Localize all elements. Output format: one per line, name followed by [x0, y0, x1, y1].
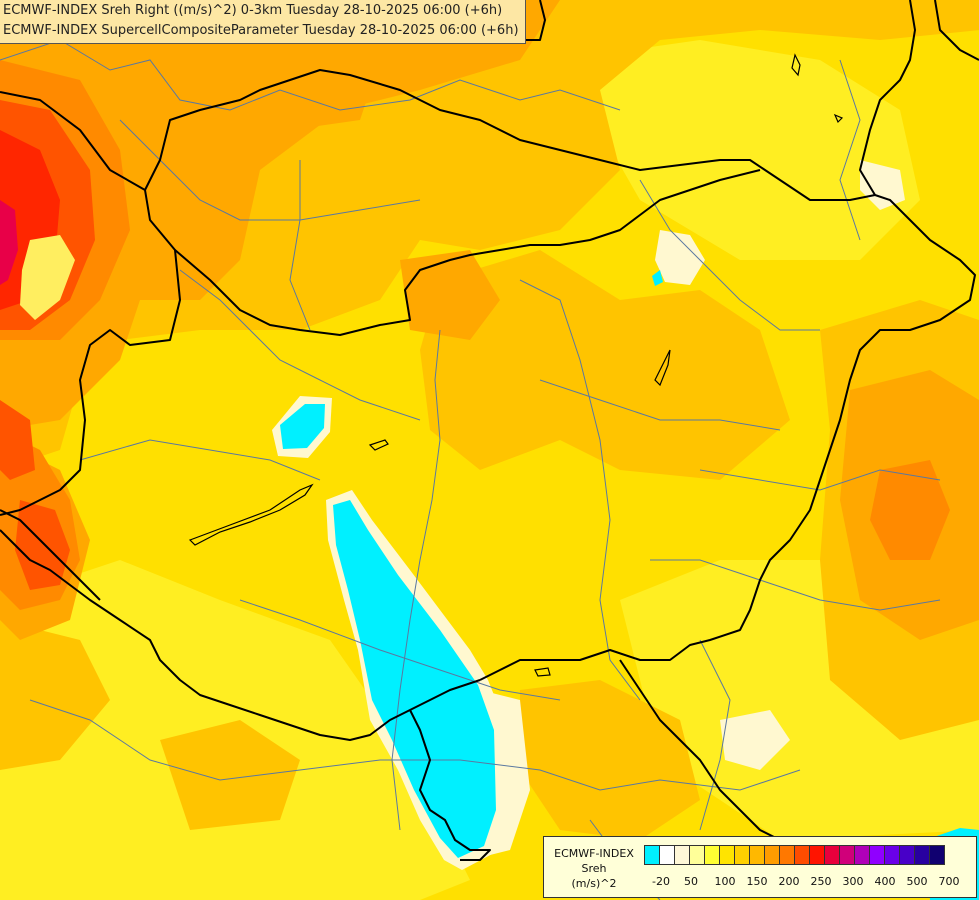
legend-swatch	[914, 845, 930, 865]
legend-swatch	[719, 845, 735, 865]
country-borders	[0, 0, 979, 861]
legend-swatch	[884, 845, 900, 865]
title-line-scp: ECMWF-INDEX SupercellCompositeParameter …	[3, 23, 519, 38]
lake-small-1	[791, 53, 801, 77]
legend-swatch	[869, 845, 885, 865]
color-legend: ECMWF-INDEX Sreh (m/s)^2 -20 50 100 150 200 2…	[543, 836, 977, 898]
field-magenta	[0, 200, 18, 285]
field-red-orange	[15, 500, 70, 590]
border-austria-west	[0, 509, 101, 601]
lake-small-2	[833, 113, 844, 124]
field-pale	[655, 230, 705, 285]
lake-velence	[368, 439, 389, 451]
legend-swatch	[854, 845, 870, 865]
border-south-serbia	[0, 529, 481, 741]
field-cyan	[280, 404, 325, 449]
legend-swatch	[674, 845, 690, 865]
field-orange-deep	[870, 460, 950, 560]
legend-line-variable: Sreh	[581, 862, 607, 875]
border-danube-south	[409, 709, 491, 861]
field-yellow-light	[560, 40, 920, 260]
field-orange	[400, 250, 500, 340]
field-orange-light	[520, 680, 700, 840]
border-top-mid	[520, 0, 546, 41]
legend-swatch	[689, 845, 705, 865]
legend-tick-label: 700	[938, 875, 960, 888]
legend-swatch	[899, 845, 915, 865]
field-orange-light	[0, 620, 110, 770]
field-orange-light	[420, 250, 790, 480]
border-romania-serbia	[619, 659, 781, 841]
legend-swatch	[764, 845, 780, 865]
legend-swatch	[809, 845, 825, 865]
legend-swatch	[659, 845, 675, 865]
field-pale-yellow	[20, 235, 75, 320]
legend-tick-label: 150	[746, 875, 768, 888]
field-cyan	[652, 270, 663, 286]
legend-title: ECMWF-INDEX Sreh (m/s)^2	[548, 846, 640, 891]
legend-tick-label: 100	[714, 875, 736, 888]
field-pale	[860, 160, 905, 210]
legend-tick-label: -20	[652, 875, 670, 888]
legend-tick-label: 400	[874, 875, 896, 888]
legend-line-source: ECMWF-INDEX	[554, 847, 634, 860]
legend-swatch	[749, 845, 765, 865]
legend-swatches	[644, 845, 945, 865]
lakes	[188, 53, 844, 677]
border-east	[479, 194, 976, 681]
field-cyan	[333, 500, 496, 858]
legend-tick-label: 50	[684, 875, 698, 888]
legend-swatch	[929, 845, 945, 865]
map-title-box: ECMWF-INDEX Sreh Right ((m/s)^2) 0-3km T…	[0, 0, 526, 44]
border-north	[0, 91, 181, 516]
legend-swatch	[839, 845, 855, 865]
border-slovakia-hungary	[174, 169, 761, 336]
lake-small-3	[534, 667, 551, 677]
legend-swatch	[824, 845, 840, 865]
legend-tick-label: 200	[778, 875, 800, 888]
lake-tisza	[654, 349, 671, 387]
field-red-orange	[0, 400, 35, 480]
field-orange	[250, 20, 380, 130]
field-pale	[720, 710, 790, 770]
legend-swatch	[704, 845, 720, 865]
border-top-right-2	[934, 0, 979, 61]
legend-swatch	[794, 845, 810, 865]
legend-swatch	[734, 845, 750, 865]
legend-tick-label: 300	[842, 875, 864, 888]
border-central-north	[144, 69, 876, 201]
lake-balaton	[188, 483, 314, 546]
legend-swatch	[779, 845, 795, 865]
legend-tick-label: 500	[906, 875, 928, 888]
border-top-right	[859, 0, 916, 196]
field-orange	[0, 0, 560, 430]
legend-line-unit: (m/s)^2	[571, 877, 617, 890]
legend-tick-label: 250	[810, 875, 832, 888]
legend-swatch	[644, 845, 660, 865]
title-line-sreh: ECMWF-INDEX Sreh Right ((m/s)^2) 0-3km T…	[3, 3, 503, 18]
field-orange-light	[160, 720, 300, 830]
